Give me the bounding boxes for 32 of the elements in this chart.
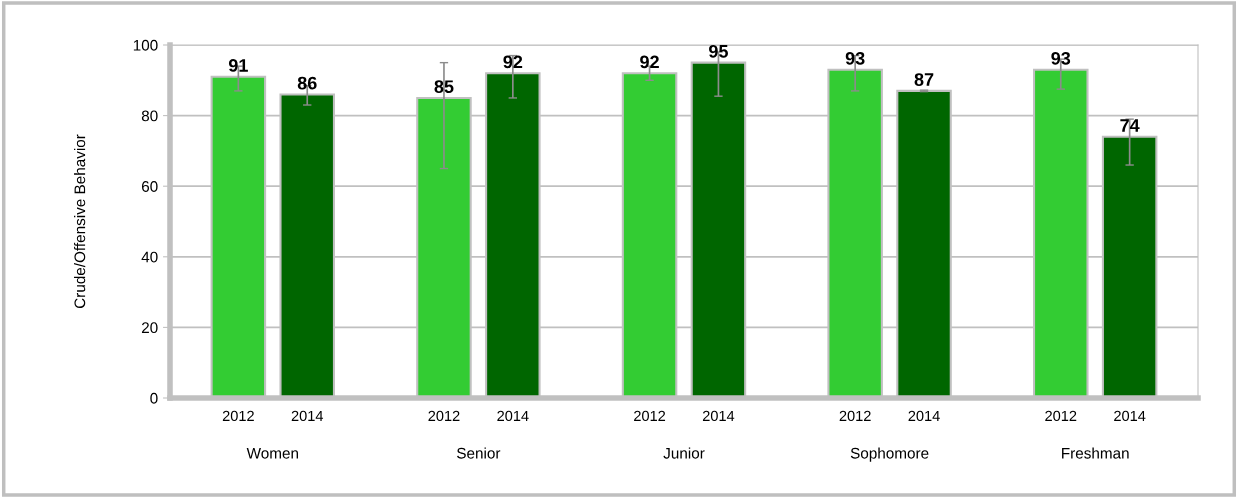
data-label: 91: [228, 59, 248, 72]
text: 2012: [634, 410, 666, 422]
y-tick-label: 20: [141, 322, 158, 334]
data-label: 74: [1120, 119, 1140, 132]
data-label: 85: [434, 80, 454, 93]
text: 2014: [497, 410, 529, 422]
data-label: 92: [503, 55, 523, 69]
data-label: 87: [914, 73, 934, 86]
data-label: 93: [845, 51, 865, 65]
data-label: 86: [297, 76, 317, 90]
text: 2012: [428, 410, 460, 422]
y-tick-label: 60: [141, 181, 158, 192]
y-tick-label: 80: [141, 110, 158, 122]
text: 2014: [908, 410, 940, 422]
y-tick-label: 0: [150, 392, 158, 404]
text: 2012: [1045, 410, 1077, 422]
data-label: 92: [640, 55, 659, 69]
text: 2014: [702, 410, 735, 422]
y-tick-label: 100: [133, 39, 158, 51]
x-tick-label: Women: [246, 447, 298, 459]
x-tick-label: Junior: [663, 447, 705, 459]
data-label: 93: [1051, 51, 1071, 65]
series-label: 2014: [291, 410, 324, 422]
y-tick-label: 40: [141, 251, 158, 263]
x-tick-label: Sophomore: [850, 447, 929, 462]
x-tick-label: Senior: [457, 447, 501, 459]
data-label: 95: [709, 44, 728, 58]
text: 2012: [839, 410, 871, 422]
x-tick-label: Freshman: [1062, 447, 1129, 459]
series-label: 2012: [222, 410, 254, 422]
y-axis-title: Crude/Offensive Behavior: [74, 134, 86, 309]
text: 2014: [1114, 410, 1146, 422]
